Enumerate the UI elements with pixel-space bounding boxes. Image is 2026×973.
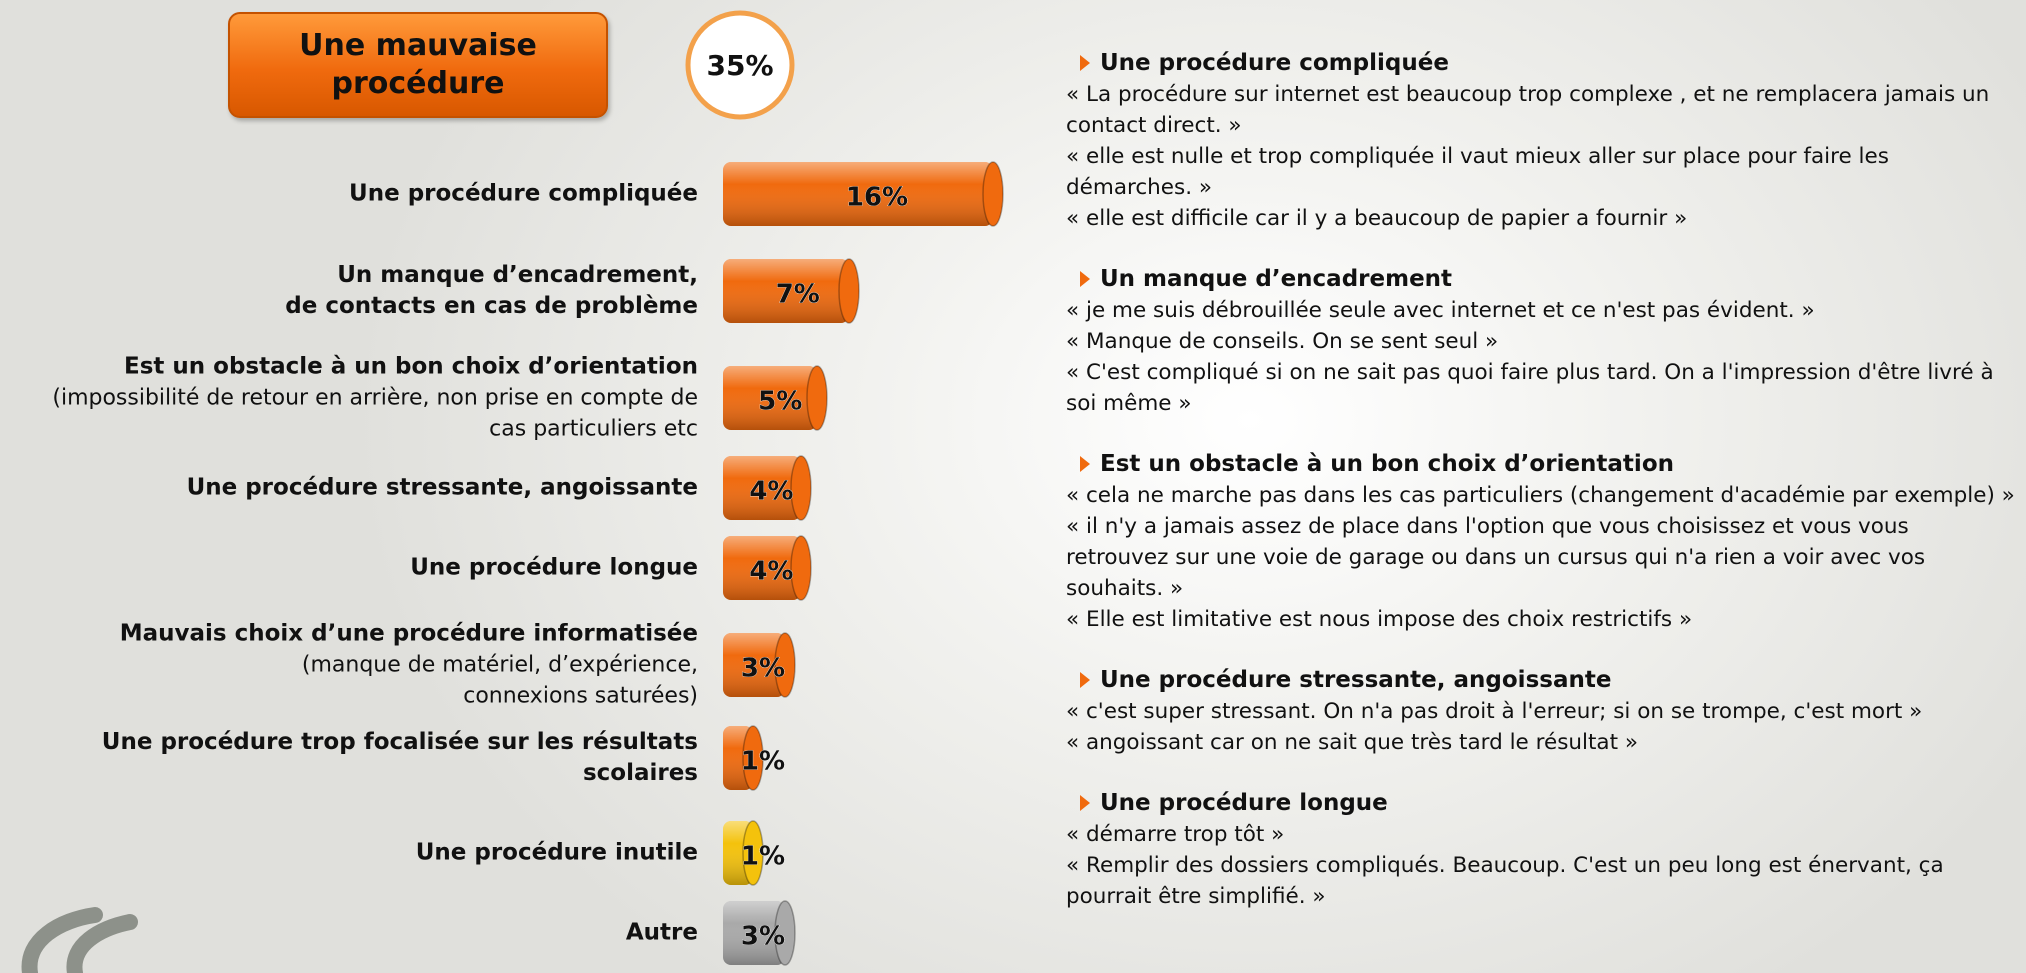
value-label: 5% [758,387,802,417]
comment-section: Une procédure compliquée « La procédure s… [1066,48,2016,234]
value-label: 7% [776,280,820,310]
category-label: Mauvais choix d’une procédure informatis… [120,619,698,712]
bar-cap [790,455,812,521]
comment-section: Un manque d’encadrement « je me suis débr… [1066,264,2016,419]
bar-cap [742,820,764,886]
bar-shade [723,536,801,600]
total-circle [685,10,795,120]
comment-quote: « Elle est limitative est nous impose de… [1066,607,1693,632]
category-note: (impossibilité de retour en arrière, non… [52,385,698,442]
bar [723,900,796,966]
bar-shade [723,259,849,323]
comment-title: Un manque d’encadrement [1066,264,2016,295]
comment-section: Est un obstacle à un bon choix d’orienta… [1066,449,2016,635]
bar [723,632,796,698]
category-name: Une procédure compliquée [349,180,698,207]
comment-title: Est un obstacle à un bon choix d’orienta… [1066,449,2016,480]
comment-quote: « elle est difficile car il y a beaucoup… [1066,206,1688,231]
comment-quote: « c'est super stressant. On n'a pas droi… [1066,699,1923,724]
bar [723,455,812,521]
category-note: (manque de matériel, d’expérience, conne… [301,652,698,709]
comment-quote: « elle est nulle et trop compliquée il v… [1066,144,1889,200]
quote-glyph [21,907,138,973]
value-label: 3% [741,654,785,684]
category-label: Un manque d’encadrement, de contacts en … [285,260,698,322]
category-label: Autre [626,918,698,949]
bar [723,725,764,791]
bar-cap [982,161,1004,227]
bar-shade [723,162,993,226]
bar-shade [723,901,785,965]
category-name: Une procédure trop focalisée sur les rés… [101,729,698,786]
comment-quote: « C'est compliqué si on ne sait pas quoi… [1066,360,1994,416]
comment-section: Une procédure stressante, angoissante « c… [1066,665,2016,758]
category-label: Une procédure trop focalisée sur les rés… [102,727,698,789]
value-label: 4% [749,557,793,587]
category-label: Une procédure inutile [416,838,698,869]
comment-quote: « démarre trop tôt » [1066,822,1285,847]
category-name: Autre [625,919,698,946]
total-label: 35% [706,49,773,82]
category-name: Une procédure stressante, angoissante [186,474,698,501]
category-name: Une procédure longue [410,554,698,581]
category-label: Une procédure longue [410,553,698,584]
comment-section: Une procédure longue « démarre trop tôt »… [1066,788,2016,912]
bar-cap [774,632,796,698]
header-box: Une mauvaise procédure [228,12,608,118]
bar [723,365,828,431]
bar-cap [742,725,764,791]
bar [723,535,812,601]
bar-shade [723,366,817,430]
category-label: Une procédure stressante, angoissante [187,473,698,504]
value-label: 16% [846,183,908,213]
comment-title: Une procédure compliquée [1066,48,2016,79]
value-label: 1% [741,842,785,872]
comment-quote: « La procédure sur internet est beaucoup… [1066,82,1990,138]
category-label: Une procédure compliquée [349,179,698,210]
bar-cap [774,900,796,966]
value-label: 3% [741,922,785,952]
bar [723,820,764,886]
bar [723,161,1004,227]
bar-cap [790,535,812,601]
comment-quote: « je me suis débrouillée seule avec inte… [1066,298,1815,323]
comment-title: Une procédure longue [1066,788,2016,819]
comment-quote: « Manque de conseils. On se sent seul » [1066,329,1499,354]
comment-title: Une procédure stressante, angoissante [1066,665,2016,696]
comment-quote: « il n'y a jamais assez de place dans l'… [1066,514,1926,601]
bar-cap [806,365,828,431]
comments: Une procédure compliquée « La procédure s… [1066,48,2016,942]
value-label: 1% [741,747,785,777]
category-name: Est un obstacle à un bon choix d’orienta… [124,353,698,380]
bar-shade [723,633,785,697]
category-name: Un manque d’encadrement, de contacts en … [285,262,698,319]
category-name: Mauvais choix d’une procédure informatis… [119,620,698,647]
comment-quote: « Remplir des dossiers compliqués. Beauc… [1066,853,1944,909]
bar [723,258,860,324]
bar-shade [723,456,801,520]
bar-cap [838,258,860,324]
category-name: Une procédure inutile [415,839,698,866]
category-label: Est un obstacle à un bon choix d’orienta… [52,352,698,445]
comment-quote: « angoissant car on ne sait que très tar… [1066,730,1639,755]
comment-quote: « cela ne marche pas dans les cas partic… [1066,483,2015,508]
value-label: 4% [749,477,793,507]
